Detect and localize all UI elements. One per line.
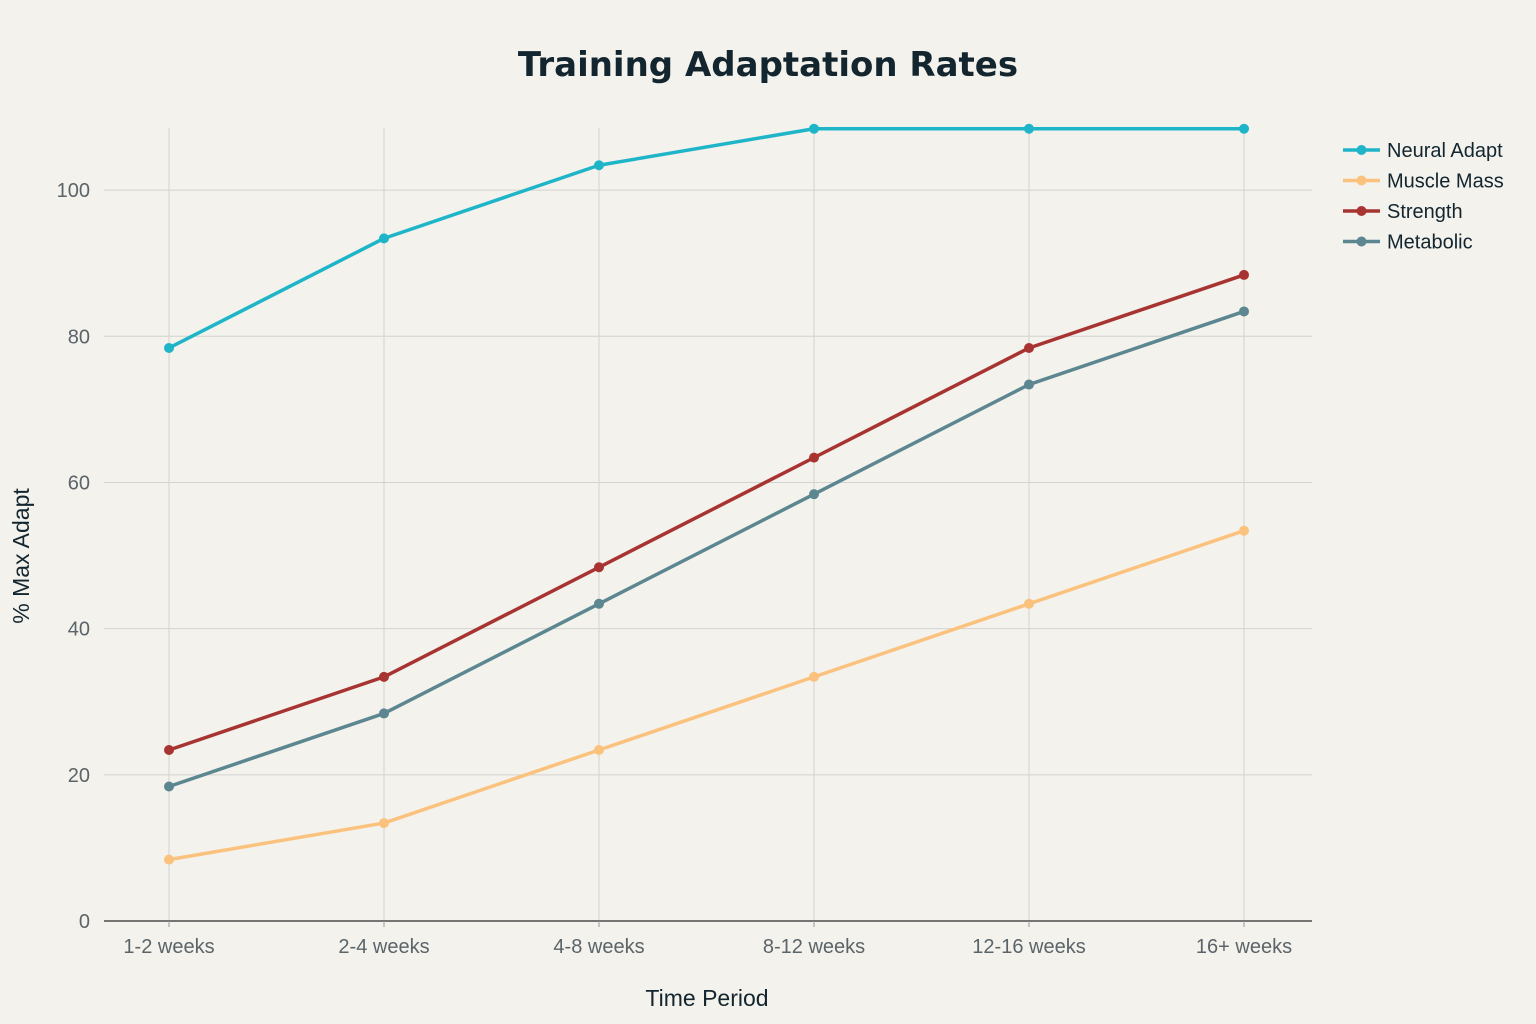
x-tick-label: 16+ weeks <box>1196 936 1292 958</box>
data-point <box>379 708 389 719</box>
gridlines <box>104 128 1312 921</box>
data-point <box>164 342 174 353</box>
data-point <box>1024 123 1034 134</box>
data-point <box>809 123 819 134</box>
legend: Neural Adapt Muscle Mass Strength Metabolic <box>1343 140 1504 254</box>
legend-label: Metabolic <box>1387 232 1473 254</box>
chart-title: Training Adaptation Rates <box>518 45 1018 85</box>
data-point <box>594 562 604 573</box>
data-point <box>594 160 604 171</box>
legend-swatch-marker <box>1356 175 1367 186</box>
x-tick-label: 4-8 weeks <box>553 936 644 958</box>
tick-labels: 0 20 40 60 80 100 1-2 weeks 2-4 weeks 4-8 weeks 8… <box>57 180 1292 958</box>
series-strength <box>164 269 1249 755</box>
data-point <box>379 818 389 829</box>
data-point <box>379 671 389 682</box>
y-axis-title: % Max Adapt <box>8 488 34 624</box>
data-point <box>809 452 819 463</box>
y-tick-label: 0 <box>79 911 90 933</box>
legend-label: Neural Adapt <box>1387 140 1503 162</box>
data-point <box>809 489 819 500</box>
data-point <box>1239 123 1249 134</box>
legend-label: Muscle Mass <box>1387 171 1504 193</box>
legend-swatch-marker <box>1356 145 1367 155</box>
legend-swatch-marker <box>1356 206 1367 216</box>
y-tick-label: 80 <box>68 326 90 348</box>
data-point <box>1024 342 1034 353</box>
x-tick-label: 12-16 weeks <box>972 936 1085 958</box>
legend-item: Neural Adapt <box>1343 140 1503 162</box>
data-point <box>1024 379 1034 390</box>
y-tick-label: 40 <box>68 619 90 641</box>
x-tick-label: 1-2 weeks <box>123 936 214 958</box>
series-metabolic <box>164 306 1249 792</box>
x-axis-title: Time Period <box>645 985 768 1011</box>
data-point <box>809 671 819 682</box>
y-tick-label: 20 <box>68 765 90 787</box>
legend-label: Strength <box>1387 201 1463 223</box>
legend-item: Muscle Mass <box>1343 171 1504 193</box>
series-lines <box>164 123 1249 865</box>
data-point <box>594 744 604 755</box>
y-tick-label: 60 <box>68 472 90 494</box>
data-point <box>1239 269 1249 280</box>
x-tick-label: 8-12 weeks <box>763 936 865 958</box>
series-muscle-mass <box>164 525 1249 865</box>
series-neural-adapt <box>164 123 1249 353</box>
data-point <box>1239 525 1249 536</box>
data-point <box>164 854 174 865</box>
data-point <box>164 744 174 755</box>
data-point <box>164 781 174 792</box>
legend-item: Metabolic <box>1343 232 1473 254</box>
data-point <box>594 598 604 609</box>
y-tick-label: 100 <box>57 180 90 202</box>
series-line <box>167 126 1246 350</box>
series-line <box>167 273 1246 752</box>
data-point <box>1024 598 1034 609</box>
x-tick-label: 2-4 weeks <box>338 936 429 958</box>
data-point <box>379 233 389 244</box>
legend-swatch-marker <box>1356 236 1367 247</box>
series-line <box>167 309 1246 789</box>
series-line <box>167 528 1246 862</box>
data-point <box>1239 306 1249 317</box>
legend-item: Strength <box>1343 201 1463 223</box>
